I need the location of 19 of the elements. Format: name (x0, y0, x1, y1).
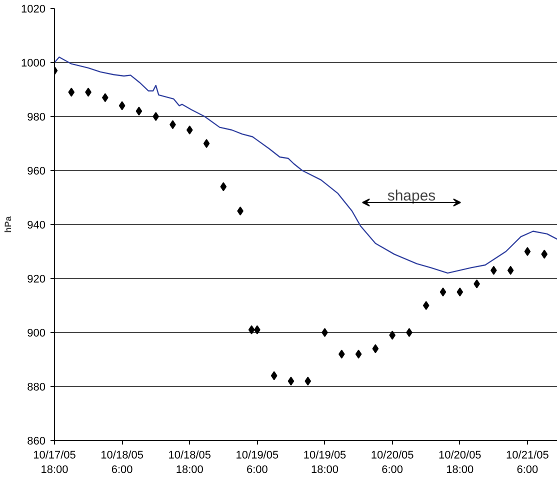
annotation: shapes (387, 188, 436, 204)
y-tick-label: 900 (27, 328, 46, 340)
x-tick-label: 10/20/05 18:00 (438, 450, 482, 476)
x-tick-label: 10/20/05 6:00 (370, 450, 414, 476)
y-tick-label: 960 (27, 166, 46, 178)
y-tick-label: 940 (27, 220, 46, 232)
y-axis-title: hPa (3, 215, 14, 233)
y-tick-label: 880 (27, 382, 46, 394)
x-tick-label: 10/18/05 6:00 (100, 450, 144, 476)
x-tick-label: 10/19/05 18:00 (303, 450, 346, 476)
y-tick-label: 1020 (21, 4, 46, 16)
y-tick-label: 860 (27, 436, 46, 448)
y-tick-label: 980 (27, 112, 46, 124)
x-tick-label: 10/18/05 18:00 (168, 450, 212, 476)
x-tick-label: 10/19/05 6:00 (236, 450, 279, 476)
y-tick-label: 1000 (21, 58, 46, 70)
x-tick-label: 10/17/05 18:00 (33, 450, 76, 476)
x-tick-label: 10/21/05 6:00 (506, 450, 549, 476)
y-tick-label: 920 (27, 274, 46, 286)
